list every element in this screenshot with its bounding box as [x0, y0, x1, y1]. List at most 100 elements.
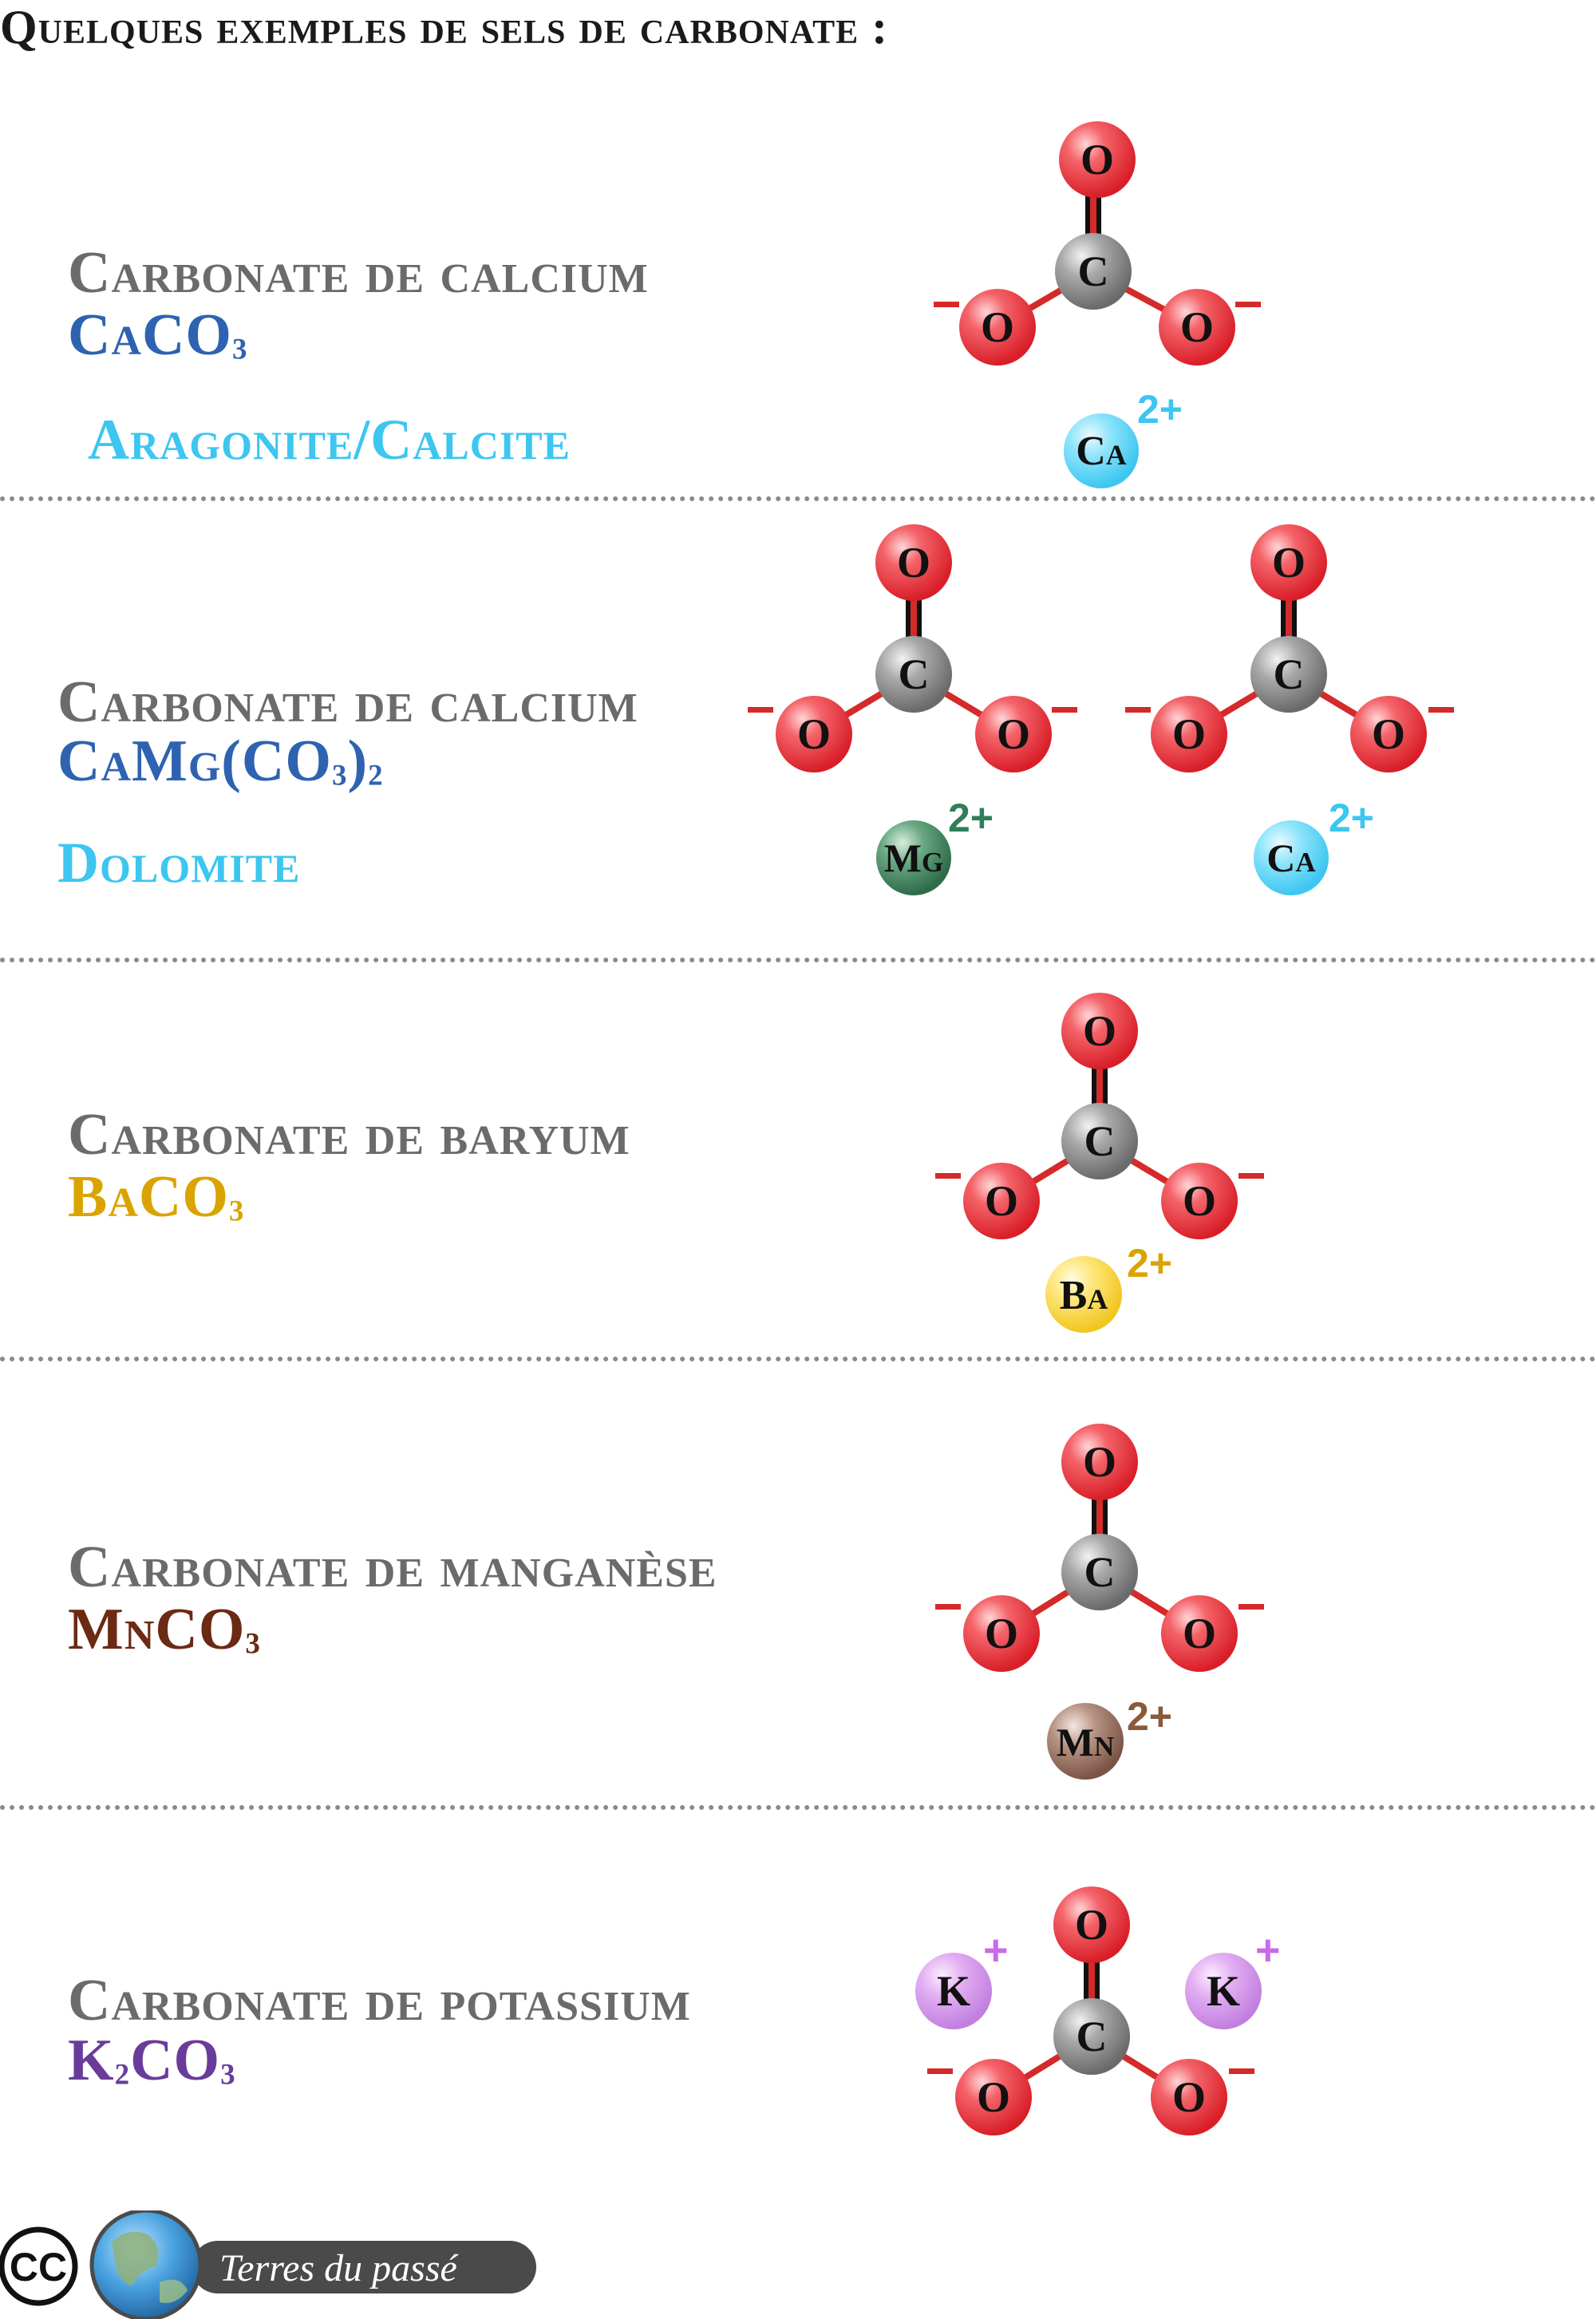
carbonate-molecule: C O O O	[927, 1886, 1254, 2135]
divider	[0, 1357, 1596, 1361]
atom-label: O	[1083, 1007, 1116, 1055]
ion-charge: 2+	[1127, 1241, 1172, 1286]
atom-label: O	[1180, 303, 1214, 351]
calcium-ion: Ca 2+	[1064, 387, 1183, 488]
oxygen-atom	[1161, 1163, 1238, 1239]
footer-logo: Terres du passé CC	[0, 2210, 536, 2319]
negative-charge	[1238, 1604, 1264, 1610]
globe-icon	[89, 2210, 203, 2319]
oxygen-atom	[1161, 1595, 1238, 1672]
carbon-atom	[1061, 1534, 1138, 1610]
carbonate-ion-diagram: C O O O Ba 2+	[935, 993, 1264, 1333]
potassium-carbonate-diagram: C O O O K + K +	[915, 1886, 1281, 2135]
compound-name: Carbonate de potassium	[68, 1968, 691, 2033]
carbonate-ion-diagram: C O O O Mn 2+	[935, 1424, 1264, 1780]
atom-label: O	[1075, 1901, 1108, 1949]
oxygen-atom	[955, 2059, 1032, 2135]
oxygen-atom	[1151, 2059, 1227, 2135]
cc-label: CC	[10, 2245, 67, 2289]
atom-label: O	[897, 539, 930, 587]
potassium-ion: K +	[915, 1926, 1009, 2029]
negative-charge	[748, 707, 773, 713]
atom-label: O	[1172, 2073, 1206, 2121]
section-potassium-carbonate: Carbonate de potassium K2CO3 C O O O K +	[68, 1886, 1281, 2135]
divider	[0, 1805, 1596, 1810]
oxygen-atom	[1350, 696, 1427, 772]
negative-charge	[934, 302, 959, 307]
section-barium-carbonate: Carbonate de baryum BaCO3 C O O O Ba 2+	[68, 993, 1264, 1333]
ion-charge: 2+	[1329, 796, 1374, 840]
compound-formula: BaCO3	[68, 1164, 245, 1230]
atom-label: O	[1083, 1438, 1116, 1486]
svg-text:K: K	[1207, 1967, 1240, 2015]
svg-text:Mn: Mn	[1057, 1720, 1114, 1764]
carbonate-molecule: C O O O	[935, 1424, 1264, 1672]
carbon-atom	[1061, 1103, 1138, 1179]
compound-name: Carbonate de calcium	[57, 670, 638, 735]
atom-label: C	[1084, 1548, 1116, 1596]
oxygen-atom	[959, 289, 1036, 365]
section-manganese-carbonate: Carbonate de manganèse MnCO3 C O O O Mn …	[68, 1424, 1264, 1780]
mineral-name: Aragonite/Calcite	[88, 408, 571, 472]
oxygen-atom	[963, 1595, 1040, 1672]
carbonate-molecule: C O O O	[1125, 524, 1454, 772]
svg-text:Ba: Ba	[1060, 1273, 1108, 1318]
negative-charge	[1235, 302, 1261, 307]
oxygen-atom	[1061, 1424, 1138, 1500]
atom-label: O	[1183, 1610, 1216, 1657]
divider	[0, 496, 1596, 501]
negative-charge	[1238, 1173, 1264, 1179]
svg-text:Ca: Ca	[1076, 429, 1127, 474]
oxygen-atom	[1061, 993, 1138, 1069]
oxygen-atom	[776, 696, 852, 772]
carbonate-molecule: C O O O	[935, 993, 1264, 1239]
compound-name: Carbonate de calcium	[68, 240, 649, 306]
ion-charge: +	[983, 1926, 1009, 1974]
manganese-ion: Mn 2+	[1047, 1694, 1172, 1780]
atom-label: O	[1183, 1177, 1216, 1225]
ion-charge: 2+	[1127, 1694, 1172, 1739]
svg-text:Mg: Mg	[884, 836, 943, 880]
carbon-atom	[875, 636, 952, 713]
compound-formula: MnCO3	[68, 1597, 261, 1662]
oxygen-atom	[1053, 1886, 1130, 1963]
mineral-name: Dolomite	[57, 831, 301, 895]
atom-label: O	[985, 1610, 1018, 1657]
atom-label: C	[1078, 247, 1109, 295]
negative-charge	[935, 1173, 961, 1179]
compound-formula: CaCO3	[68, 302, 248, 368]
compound-formula: CaMg(CO3)2	[57, 729, 384, 794]
divider	[0, 958, 1596, 962]
negative-charge	[1125, 707, 1151, 713]
negative-charge	[1428, 707, 1454, 713]
dolomite-diagram: C O O O C O O O Mg 2+	[748, 524, 1454, 895]
potassium-ion: K +	[1185, 1926, 1281, 2029]
oxygen-atom	[1250, 524, 1327, 601]
atom-label: O	[977, 2073, 1010, 2121]
carbonate-molecule: C O O O	[748, 524, 1077, 772]
negative-charge	[1229, 2068, 1254, 2074]
svg-text:K: K	[937, 1967, 970, 2015]
atom-label: O	[1172, 710, 1206, 758]
cc-icon	[0, 2226, 78, 2306]
atom-label: O	[797, 710, 831, 758]
compound-name: Carbonate de baryum	[68, 1102, 630, 1167]
ion-charge: +	[1255, 1926, 1281, 1974]
compound-name: Carbonate de manganèse	[68, 1535, 717, 1600]
atom-label: O	[1080, 136, 1114, 184]
negative-charge	[935, 1604, 961, 1610]
carbon-atom	[1055, 233, 1132, 310]
oxygen-atom	[1059, 121, 1136, 198]
atom-label: O	[1272, 539, 1306, 587]
atom-label: C	[1077, 2013, 1108, 2060]
carbon-atom	[1053, 1998, 1130, 2075]
atom-label: O	[1372, 710, 1405, 758]
compound-formula: K2CO3	[68, 2028, 236, 2093]
oxygen-atom	[1159, 289, 1235, 365]
ion-charge: 2+	[948, 796, 994, 840]
atom-label: C	[1084, 1117, 1116, 1165]
atom-label: O	[981, 303, 1014, 351]
atom-label: C	[1274, 650, 1305, 698]
oxygen-atom	[975, 696, 1052, 772]
atom-label: O	[985, 1177, 1018, 1225]
